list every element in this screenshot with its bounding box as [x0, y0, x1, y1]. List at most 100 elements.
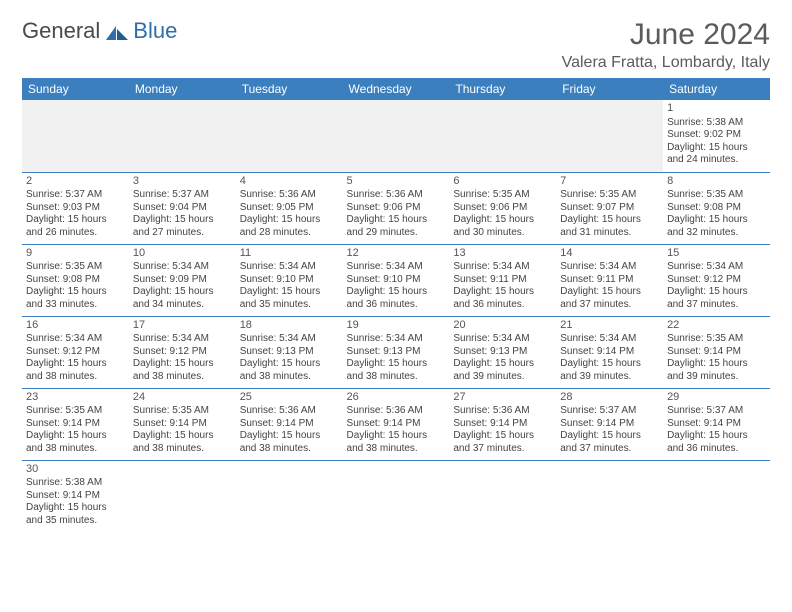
daylight-text: and 31 minutes. — [560, 227, 659, 240]
calendar-week-row: 30Sunrise: 5:38 AMSunset: 9:14 PMDayligh… — [22, 460, 770, 532]
daylight-text: and 39 minutes. — [667, 371, 766, 384]
daylight-text: and 37 minutes. — [560, 299, 659, 312]
calendar-day-cell — [236, 100, 343, 172]
daylight-text: and 32 minutes. — [667, 227, 766, 240]
daylight-text: and 38 minutes. — [347, 443, 446, 456]
sunrise-text: Sunrise: 5:35 AM — [453, 189, 552, 202]
day-number: 2 — [26, 175, 125, 189]
sunset-text: Sunset: 9:02 PM — [667, 129, 766, 142]
weekday-header: Thursday — [449, 78, 556, 100]
sunset-text: Sunset: 9:11 PM — [453, 274, 552, 287]
day-number: 21 — [560, 319, 659, 333]
calendar-table: Sunday Monday Tuesday Wednesday Thursday… — [22, 78, 770, 532]
daylight-text: Daylight: 15 hours — [26, 214, 125, 227]
day-number: 15 — [667, 247, 766, 261]
sunrise-text: Sunrise: 5:34 AM — [453, 261, 552, 274]
sunrise-text: Sunrise: 5:35 AM — [667, 189, 766, 202]
sunset-text: Sunset: 9:13 PM — [347, 346, 446, 359]
sunset-text: Sunset: 9:08 PM — [26, 274, 125, 287]
weekday-header: Friday — [556, 78, 663, 100]
calendar-day-cell: 28Sunrise: 5:37 AMSunset: 9:14 PMDayligh… — [556, 388, 663, 460]
sunset-text: Sunset: 9:14 PM — [560, 346, 659, 359]
calendar-day-cell: 5Sunrise: 5:36 AMSunset: 9:06 PMDaylight… — [343, 172, 450, 244]
daylight-text: and 29 minutes. — [347, 227, 446, 240]
calendar-day-cell: 23Sunrise: 5:35 AMSunset: 9:14 PMDayligh… — [22, 388, 129, 460]
sunset-text: Sunset: 9:14 PM — [347, 418, 446, 431]
calendar-day-cell: 10Sunrise: 5:34 AMSunset: 9:09 PMDayligh… — [129, 244, 236, 316]
calendar-day-cell: 14Sunrise: 5:34 AMSunset: 9:11 PMDayligh… — [556, 244, 663, 316]
day-number: 6 — [453, 175, 552, 189]
daylight-text: Daylight: 15 hours — [667, 214, 766, 227]
calendar-day-cell: 1Sunrise: 5:38 AMSunset: 9:02 PMDaylight… — [663, 100, 770, 172]
calendar-day-cell — [129, 100, 236, 172]
calendar-day-cell: 12Sunrise: 5:34 AMSunset: 9:10 PMDayligh… — [343, 244, 450, 316]
daylight-text: Daylight: 15 hours — [133, 430, 232, 443]
daylight-text: and 38 minutes. — [133, 443, 232, 456]
day-number: 13 — [453, 247, 552, 261]
sunset-text: Sunset: 9:14 PM — [26, 490, 125, 503]
calendar-day-cell — [556, 100, 663, 172]
day-number: 28 — [560, 391, 659, 405]
calendar-week-row: 9Sunrise: 5:35 AMSunset: 9:08 PMDaylight… — [22, 244, 770, 316]
day-number: 10 — [133, 247, 232, 261]
sunset-text: Sunset: 9:12 PM — [133, 346, 232, 359]
calendar-day-cell — [343, 100, 450, 172]
brand-logo: General Blue — [22, 18, 177, 44]
sunrise-text: Sunrise: 5:34 AM — [26, 333, 125, 346]
page-header: General Blue June 2024 Valera Fratta, Lo… — [22, 18, 770, 72]
sunset-text: Sunset: 9:13 PM — [453, 346, 552, 359]
sunset-text: Sunset: 9:10 PM — [347, 274, 446, 287]
day-number: 11 — [240, 247, 339, 261]
sunset-text: Sunset: 9:14 PM — [453, 418, 552, 431]
calendar-day-cell: 20Sunrise: 5:34 AMSunset: 9:13 PMDayligh… — [449, 316, 556, 388]
daylight-text: and 38 minutes. — [26, 371, 125, 384]
daylight-text: and 36 minutes. — [347, 299, 446, 312]
weekday-header: Tuesday — [236, 78, 343, 100]
sunset-text: Sunset: 9:12 PM — [667, 274, 766, 287]
sunset-text: Sunset: 9:14 PM — [240, 418, 339, 431]
daylight-text: Daylight: 15 hours — [453, 214, 552, 227]
daylight-text: and 34 minutes. — [133, 299, 232, 312]
calendar-day-cell: 27Sunrise: 5:36 AMSunset: 9:14 PMDayligh… — [449, 388, 556, 460]
day-number: 27 — [453, 391, 552, 405]
daylight-text: Daylight: 15 hours — [347, 286, 446, 299]
daylight-text: Daylight: 15 hours — [26, 502, 125, 515]
calendar-day-cell: 3Sunrise: 5:37 AMSunset: 9:04 PMDaylight… — [129, 172, 236, 244]
sunrise-text: Sunrise: 5:34 AM — [240, 261, 339, 274]
daylight-text: and 33 minutes. — [26, 299, 125, 312]
calendar-day-cell: 17Sunrise: 5:34 AMSunset: 9:12 PMDayligh… — [129, 316, 236, 388]
sunrise-text: Sunrise: 5:34 AM — [667, 261, 766, 274]
sunrise-text: Sunrise: 5:36 AM — [453, 405, 552, 418]
sunrise-text: Sunrise: 5:34 AM — [240, 333, 339, 346]
day-number: 30 — [26, 463, 125, 477]
calendar-day-cell: 2Sunrise: 5:37 AMSunset: 9:03 PMDaylight… — [22, 172, 129, 244]
sunset-text: Sunset: 9:08 PM — [667, 202, 766, 215]
calendar-day-cell: 24Sunrise: 5:35 AMSunset: 9:14 PMDayligh… — [129, 388, 236, 460]
day-number: 24 — [133, 391, 232, 405]
day-number: 25 — [240, 391, 339, 405]
sunrise-text: Sunrise: 5:37 AM — [667, 405, 766, 418]
sunrise-text: Sunrise: 5:37 AM — [133, 189, 232, 202]
daylight-text: and 30 minutes. — [453, 227, 552, 240]
daylight-text: and 38 minutes. — [133, 371, 232, 384]
daylight-text: and 39 minutes. — [453, 371, 552, 384]
daylight-text: and 35 minutes. — [240, 299, 339, 312]
sunset-text: Sunset: 9:07 PM — [560, 202, 659, 215]
calendar-week-row: 23Sunrise: 5:35 AMSunset: 9:14 PMDayligh… — [22, 388, 770, 460]
daylight-text: Daylight: 15 hours — [133, 358, 232, 371]
daylight-text: Daylight: 15 hours — [26, 286, 125, 299]
calendar-week-row: 2Sunrise: 5:37 AMSunset: 9:03 PMDaylight… — [22, 172, 770, 244]
weekday-header: Sunday — [22, 78, 129, 100]
daylight-text: Daylight: 15 hours — [667, 430, 766, 443]
sunset-text: Sunset: 9:03 PM — [26, 202, 125, 215]
sunset-text: Sunset: 9:06 PM — [347, 202, 446, 215]
daylight-text: Daylight: 15 hours — [560, 430, 659, 443]
sunset-text: Sunset: 9:05 PM — [240, 202, 339, 215]
weekday-header: Monday — [129, 78, 236, 100]
daylight-text: and 24 minutes. — [667, 154, 766, 167]
sunrise-text: Sunrise: 5:34 AM — [133, 333, 232, 346]
daylight-text: Daylight: 15 hours — [453, 286, 552, 299]
sunset-text: Sunset: 9:06 PM — [453, 202, 552, 215]
calendar-day-cell: 26Sunrise: 5:36 AMSunset: 9:14 PMDayligh… — [343, 388, 450, 460]
sunrise-text: Sunrise: 5:36 AM — [347, 189, 446, 202]
